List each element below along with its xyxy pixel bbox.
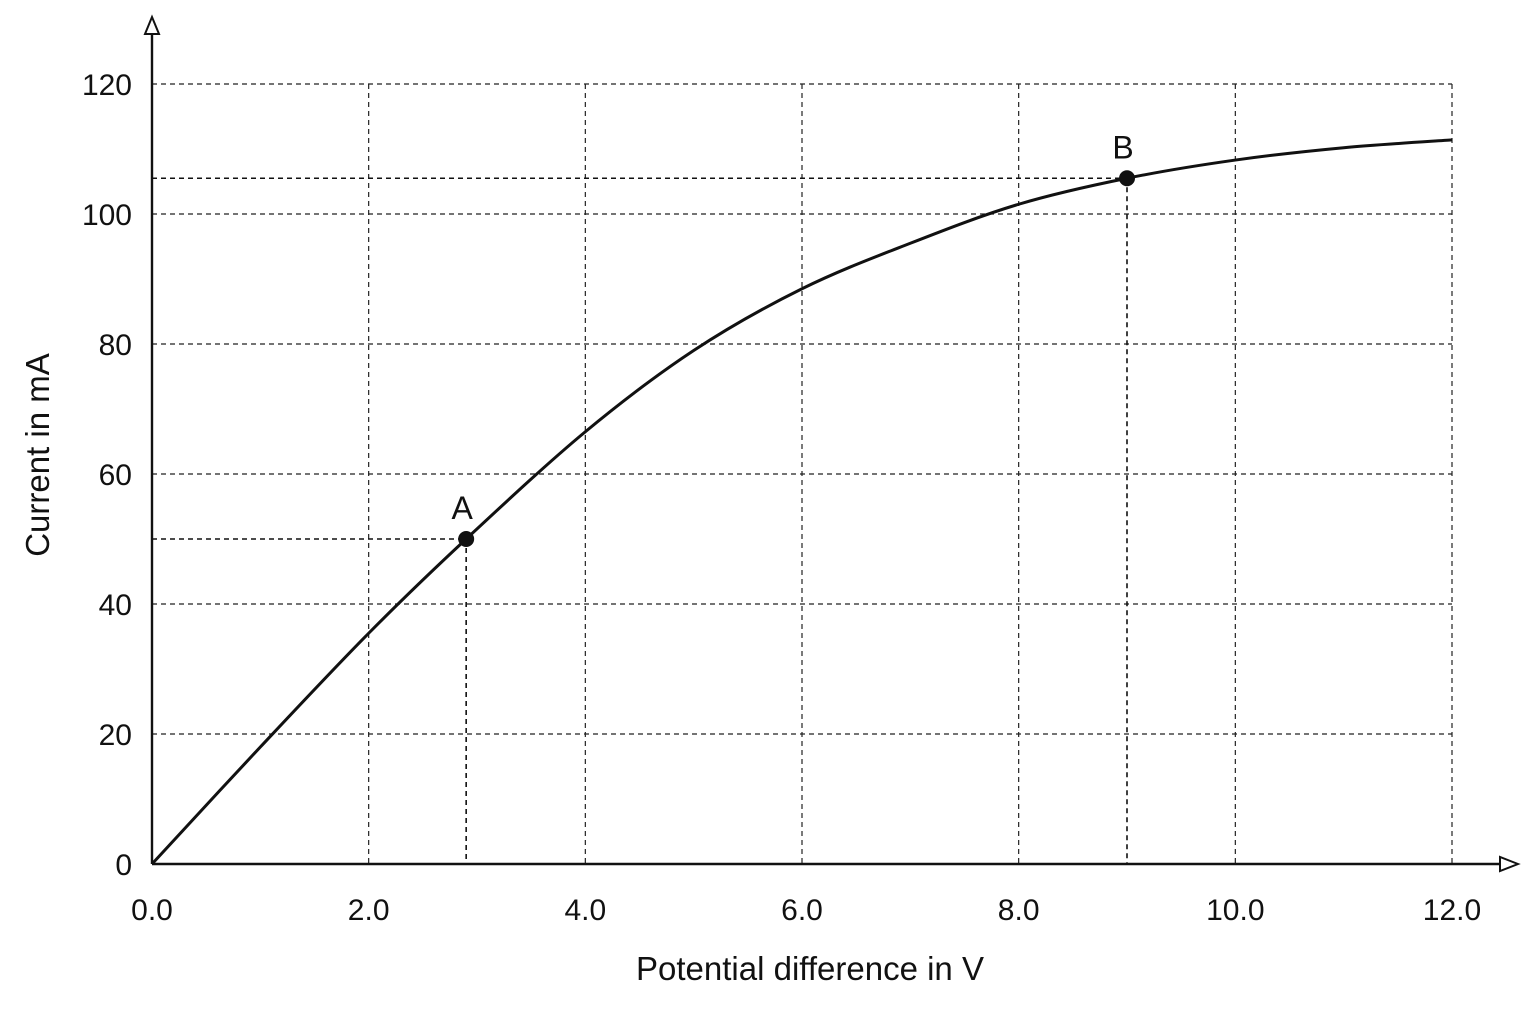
y-tick-label-2: 40: [99, 589, 132, 622]
x-tick-label-5: 10.0: [1206, 894, 1264, 927]
x-tick-label-4: 8.0: [998, 894, 1040, 927]
y-axis-arrow-icon: [143, 14, 161, 35]
x-axis-arrow-icon: [1499, 855, 1521, 873]
x-tick-label-3: 6.0: [781, 894, 823, 927]
x-tick-labels: 0.0 2.0 4.0 6.0 8.0 10.0 12.0: [131, 894, 1481, 927]
series: [150, 138, 1453, 866]
series-line-0: [150, 138, 1453, 866]
grid: [152, 83, 1453, 864]
x-tick-label-1: 2.0: [348, 894, 390, 927]
y-tick-label-1: 20: [99, 719, 132, 752]
x-tick-label-6: 12.0: [1423, 894, 1481, 927]
x-axis-title: Potential difference in V: [636, 950, 984, 987]
y-tick-label-5: 100: [82, 199, 132, 232]
point-b-marker: [1119, 170, 1135, 187]
y-tick-label-6: 120: [82, 69, 132, 102]
x-tick-label-2: 4.0: [564, 894, 606, 927]
y-tick-label-0: 0: [115, 849, 132, 882]
y-axis-title: Current in mA: [19, 353, 56, 557]
point-guide-lines: [152, 177, 1128, 864]
point-a-marker: [458, 531, 475, 547]
annotations: AB: [451, 129, 1135, 547]
axes: [143, 14, 1521, 873]
y-tick-labels: 0 20 40 60 80 100 120: [82, 69, 132, 882]
point-a-label: A: [451, 490, 473, 526]
y-tick-label-3: 60: [99, 459, 132, 492]
y-tick-label-4: 80: [99, 329, 132, 362]
x-tick-label-0: 0.0: [131, 894, 173, 927]
point-b-label: B: [1112, 129, 1133, 165]
